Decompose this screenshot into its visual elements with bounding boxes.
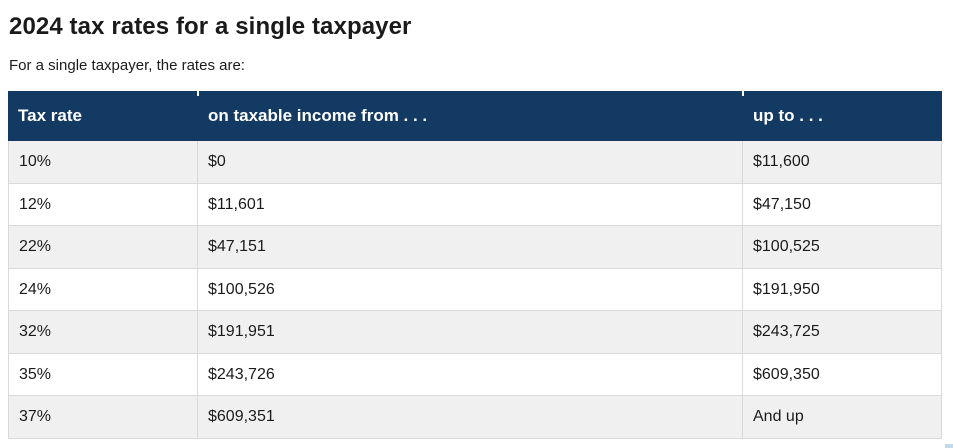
table-row: 22% $47,151 $100,525	[8, 226, 942, 269]
income-from-cell: $191,951	[198, 311, 743, 354]
tax-rate-cell: 10%	[8, 141, 198, 184]
tax-rate-cell: 22%	[8, 226, 198, 269]
tax-rate-cell: 35%	[8, 353, 198, 396]
table-row: 37% $609,351 And up	[8, 396, 942, 439]
table-row: 24% $100,526 $191,950	[8, 268, 942, 311]
clipped-ui-fragment	[945, 444, 953, 448]
header-row: Tax rate on taxable income from . . . up…	[8, 91, 942, 141]
tax-rate-cell: 24%	[8, 268, 198, 311]
table-row: 32% $191,951 $243,725	[8, 311, 942, 354]
page-title: 2024 tax rates for a single taxpayer	[9, 13, 412, 40]
tax-rate-cell: 37%	[8, 396, 198, 439]
column-header-income-from: on taxable income from . . .	[197, 91, 743, 141]
table-header: Tax rate on taxable income from . . . up…	[8, 91, 942, 141]
up-to-cell: $100,525	[743, 226, 942, 269]
income-from-cell: $609,351	[198, 396, 743, 439]
intro-text: For a single taxpayer, the rates are:	[9, 57, 245, 74]
column-header-up-to: up to . . .	[742, 91, 942, 141]
up-to-cell: And up	[743, 396, 942, 439]
income-from-cell: $100,526	[198, 268, 743, 311]
up-to-cell: $609,350	[743, 353, 942, 396]
table-row: 35% $243,726 $609,350	[8, 353, 942, 396]
income-from-cell: $47,151	[198, 226, 743, 269]
up-to-cell: $11,600	[743, 141, 942, 184]
up-to-cell: $47,150	[743, 183, 942, 226]
tax-rate-cell: 32%	[8, 311, 198, 354]
tax-rate-cell: 12%	[8, 183, 198, 226]
income-from-cell: $11,601	[198, 183, 743, 226]
table-row: 12% $11,601 $47,150	[8, 183, 942, 226]
up-to-cell: $191,950	[743, 268, 942, 311]
up-to-cell: $243,725	[743, 311, 942, 354]
tax-rates-table: Tax rate on taxable income from . . . up…	[8, 91, 942, 439]
income-from-cell: $243,726	[198, 353, 743, 396]
column-header-tax-rate: Tax rate	[8, 91, 198, 141]
table-body: 10% $0 $11,600 12% $11,601 $47,150 22% $…	[8, 141, 942, 439]
table-row: 10% $0 $11,600	[8, 141, 942, 184]
income-from-cell: $0	[198, 141, 743, 184]
